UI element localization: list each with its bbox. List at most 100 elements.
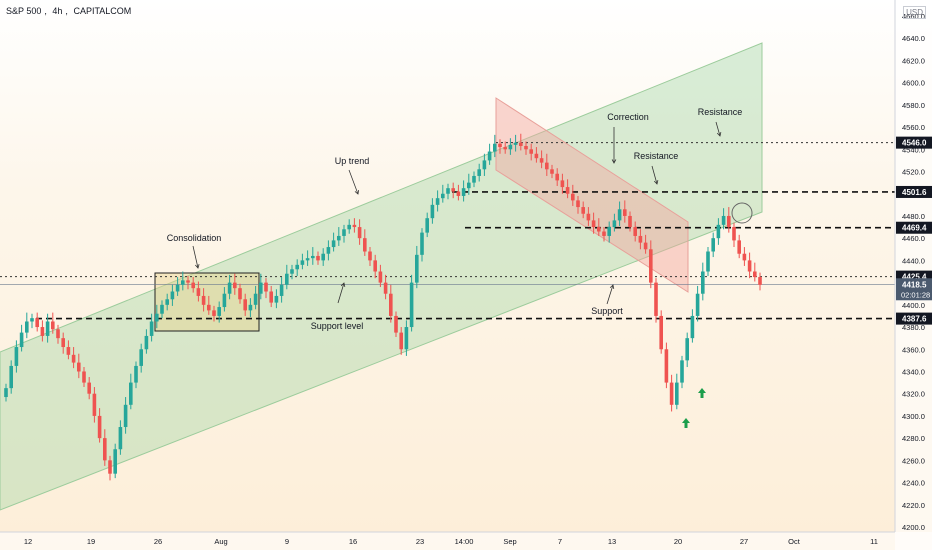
candle-body [144,335,149,350]
candle-body [181,280,185,285]
candle-body [165,299,169,305]
candle-body [675,382,679,405]
candle-body [196,288,201,296]
candle-body [404,327,409,350]
pointer-up-trend-head [354,189,359,195]
pointer-consolidation-head [195,264,200,269]
y-tick-label: 4600.0 [902,79,925,88]
candle-body [321,253,325,261]
candle-body [295,264,299,270]
candle-body [571,193,575,201]
y-tick-label: 4380.0 [902,323,925,332]
x-tick-label: 14:00 [455,537,474,546]
price-tag-value: 4469.4 [902,224,927,233]
candle-body [727,215,731,228]
candle-body [331,240,336,248]
candle-body [383,282,388,294]
y-tick-label: 4580.0 [902,101,925,110]
candle-body [607,227,611,236]
y-tick-label: 4240.0 [902,479,925,488]
candle-body [61,338,65,348]
price-tag [896,136,932,149]
x-tick-label: Sep [503,537,516,546]
price-tag-value: 4425.4 [902,273,927,282]
candle-body [212,310,216,316]
x-tick-label: 12 [24,537,32,546]
label-resistance-mid: Resistance [634,151,679,161]
y-tick-label: 4640.0 [902,34,925,43]
candle-body [305,258,310,261]
candle-body [238,288,242,300]
candle-body [259,282,263,294]
candle-body [279,284,284,296]
y-tick-label: 4300.0 [902,412,925,421]
candle-body [155,313,159,322]
candle-body [248,304,253,311]
candle-body [129,382,133,405]
candle-body [217,307,221,316]
x-tick-label: 13 [608,537,616,546]
candle-body [576,200,580,208]
candle-body [472,175,476,183]
x-tick-label: Aug [214,537,227,546]
y-tick-label: 4520.0 [902,168,925,177]
candle-body [690,315,695,339]
candle-body [591,220,596,228]
candle-body [685,338,689,361]
label-correction: Correction [607,112,649,122]
candle-body [186,280,190,283]
chart-header: S&P 500, 4h, CAPITALCOM [6,6,132,16]
candle-body [264,282,268,292]
candle-body [581,207,585,214]
candle-body [628,215,632,228]
pointer-up-trend [348,169,359,195]
candle-body [519,142,523,146]
time-axis-bg [0,532,932,550]
price-tag-value: 4501.6 [902,188,927,197]
candle-body [602,231,606,236]
candle-body [149,321,154,336]
symbol-name: S&P 500 [6,6,42,16]
y-tick-label: 4440.0 [902,256,925,265]
candle-body [430,204,435,219]
candle-body [701,271,705,294]
candle-body [633,227,637,236]
x-tick-label: Oct [788,537,801,546]
price-tag-value: 4546.0 [902,139,927,148]
candle-body [316,255,320,261]
candle-body [311,255,315,259]
y-tick-label: 4340.0 [902,367,925,376]
candle-body [103,438,107,461]
candle-body [389,293,393,316]
candle-body [425,218,429,233]
price-tag [896,221,932,234]
candle-body [123,404,128,428]
candle-body [711,238,715,252]
candle-body [742,253,747,261]
y-tick-label: 4320.0 [902,390,925,399]
candle-body [222,293,227,308]
candle-body [118,427,123,450]
candle-body [654,282,658,316]
candle-body [534,153,539,159]
x-tick-label: 16 [349,537,357,546]
candle-body [706,251,710,272]
candle-body [461,188,466,196]
candle-body [758,277,762,285]
candle-body [477,169,481,176]
x-tick-label: 26 [154,537,162,546]
candle-body [4,388,8,398]
label-resistance-upper: Resistance [698,107,743,117]
pointer-resistance-mid [651,165,658,185]
candle-body [77,362,81,372]
y-tick-label: 4280.0 [902,434,925,443]
candle-body [753,271,757,278]
candle-body [467,182,471,189]
candle-body [503,147,507,150]
y-tick-label: 4540.0 [902,145,925,154]
candle-body [435,198,440,205]
data-source: CAPITALCOM [73,6,132,16]
candle-body [597,227,601,232]
